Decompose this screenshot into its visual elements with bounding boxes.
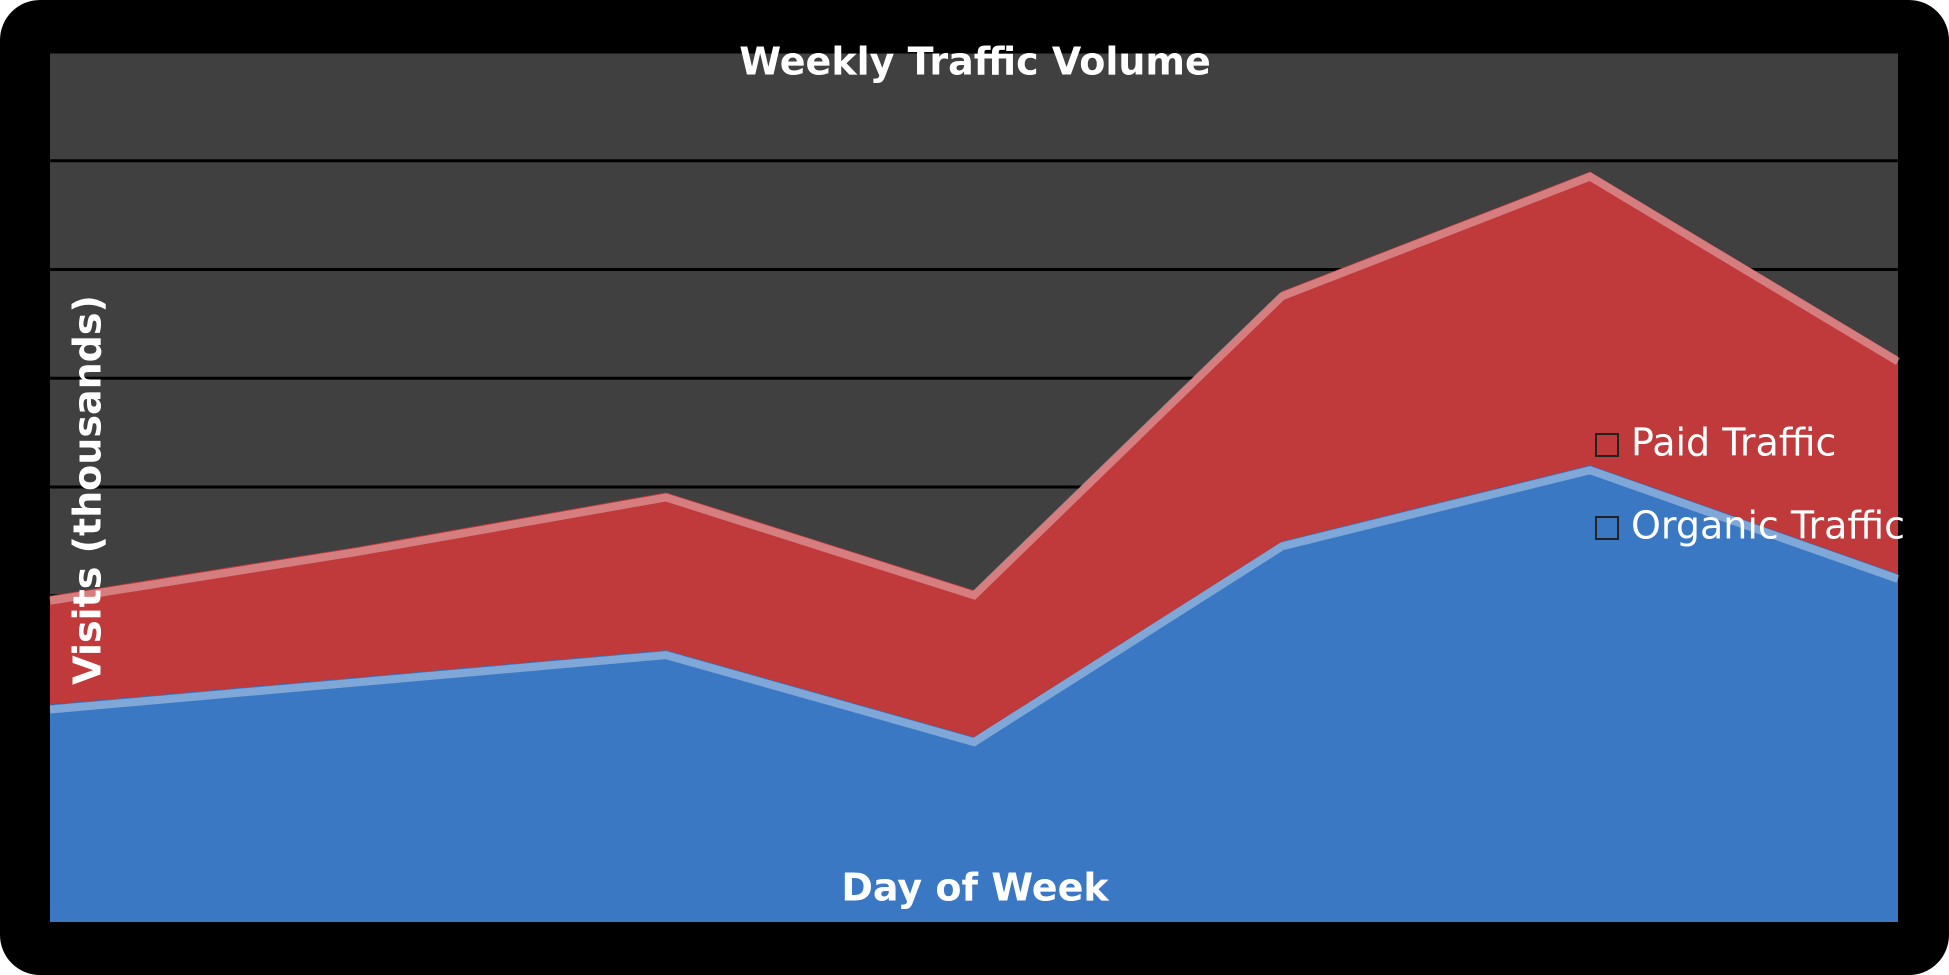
area bbox=[50, 465, 1898, 922]
legend: Paid Traffic Organic Traffic bbox=[1595, 421, 1905, 548]
y-axis-label: Visits (thousands) bbox=[66, 295, 110, 685]
x-axis-label: Day of Week bbox=[841, 866, 1109, 910]
area-highlight bbox=[49, 172, 1901, 605]
legend-label: Organic Traffic bbox=[1631, 504, 1905, 548]
legend-swatch bbox=[1595, 516, 1619, 540]
areas bbox=[49, 171, 1901, 922]
legend-label: Paid Traffic bbox=[1631, 421, 1836, 465]
chart-title: Weekly Traffic Volume bbox=[739, 40, 1211, 84]
area-highlight bbox=[49, 466, 1900, 747]
area bbox=[50, 171, 1898, 738]
legend-swatch bbox=[1595, 433, 1619, 457]
